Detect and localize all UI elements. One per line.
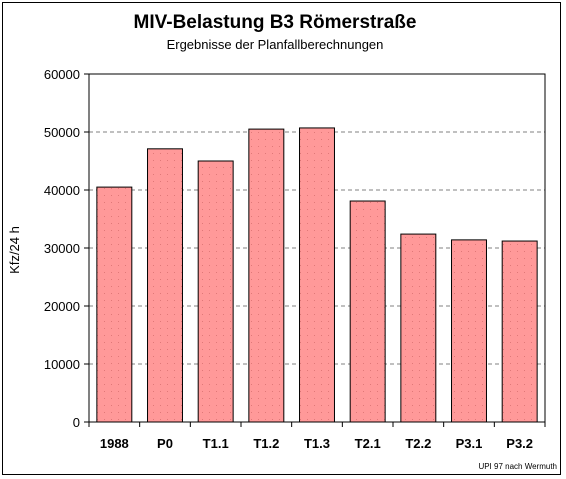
- bar-T1.3: [299, 127, 335, 423]
- x-tick-label: T2.2: [405, 436, 431, 451]
- source-note: UPI 97 nach Wermuth: [478, 462, 557, 471]
- bars: [96, 127, 538, 423]
- y-tick-label: 20000: [44, 299, 80, 314]
- x-tick-label: P3.2: [506, 436, 533, 451]
- bar-T1.2: [248, 128, 285, 423]
- axes: [84, 73, 546, 427]
- bar-1988: [96, 186, 133, 423]
- x-tick-label: T1.2: [253, 436, 279, 451]
- y-tick-label: 10000: [44, 357, 80, 372]
- bar-P3.1: [451, 239, 487, 423]
- chart-frame: MIV-Belastung B3 Römerstraße Ergebnisse …: [2, 2, 561, 475]
- x-tick-label: P3.1: [456, 436, 483, 451]
- bar-T2.2: [400, 233, 437, 423]
- y-tick-label: 60000: [44, 67, 80, 82]
- plot-area: [88, 73, 546, 423]
- bar-chart: MIV-Belastung B3 Römerstraße Ergebnisse …: [7, 12, 557, 471]
- bar-T1.1: [197, 160, 234, 423]
- y-tick-label: 40000: [44, 183, 80, 198]
- chart-subtitle: Ergebnisse der Planfallberechnungen: [167, 37, 384, 52]
- bar-T2.1: [349, 200, 386, 423]
- chart-title: MIV-Belastung B3 Römerstraße: [134, 12, 417, 33]
- y-axis-label: Kfz/24 h: [7, 226, 22, 274]
- x-tick-label: T2.1: [355, 436, 381, 451]
- bar-P0: [147, 148, 183, 423]
- y-tick-label: 50000: [44, 125, 80, 140]
- y-tick-labels: 0 10000 20000 30000 40000 50000 60000: [44, 67, 80, 430]
- y-tick-label: 30000: [44, 241, 80, 256]
- x-tick-label: 1988: [100, 436, 129, 451]
- x-tick-label: T1.1: [203, 436, 229, 451]
- y-tick-label: 0: [73, 415, 80, 430]
- bar-P3.2: [501, 240, 538, 423]
- x-tick-labels: 1988 P0 T1.1 T1.2 T1.3 T2.1 T2.2 P3.1 P3.2: [100, 436, 533, 451]
- x-tick-label: P0: [157, 436, 173, 451]
- x-tick-label: T1.3: [304, 436, 330, 451]
